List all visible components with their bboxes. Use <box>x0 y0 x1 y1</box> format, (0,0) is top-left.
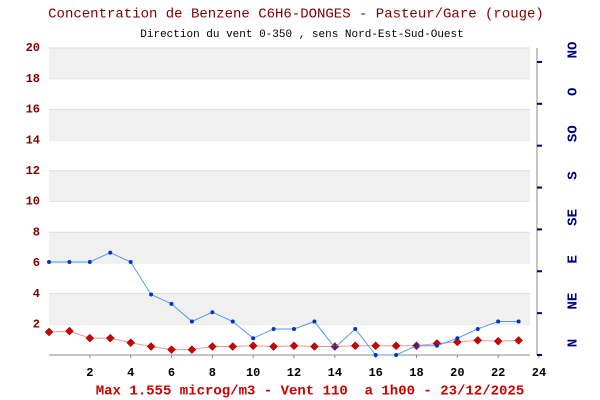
y2-tick-label: E <box>566 255 582 263</box>
x-tick-label: 20 <box>450 366 464 380</box>
y-tick-label: 14 <box>26 133 40 147</box>
y2-tick-label: NE <box>566 293 582 310</box>
point <box>473 336 483 345</box>
x-tick-label: 14 <box>328 366 342 380</box>
x-tick-label: 24 <box>532 366 546 380</box>
point <box>310 342 319 351</box>
x-tick-label: 18 <box>409 366 423 380</box>
point <box>434 343 439 348</box>
grid-band <box>49 293 530 325</box>
y2-tick-label: SO <box>566 125 582 142</box>
y2-tick-label: S <box>566 171 582 179</box>
point <box>289 341 299 351</box>
x-tick-label: 22 <box>491 366 505 380</box>
point <box>169 301 174 306</box>
point <box>149 292 154 297</box>
point <box>350 341 360 351</box>
point <box>230 319 235 324</box>
y-tick-label: 20 <box>26 41 40 55</box>
y-tick-label: 18 <box>26 72 40 86</box>
point <box>207 342 217 351</box>
series-line <box>49 252 519 356</box>
point <box>514 336 523 345</box>
y-tick-label: 6 <box>33 256 40 270</box>
point <box>67 259 72 264</box>
point <box>496 319 501 324</box>
x-tick-label: 16 <box>368 366 382 380</box>
x-tick-label: 6 <box>168 366 175 380</box>
point <box>251 336 256 341</box>
series-line <box>48 330 519 351</box>
point <box>394 353 399 357</box>
point <box>414 343 419 348</box>
chart-title: Concentration de Benzene C6H6-DONGES - P… <box>48 7 544 23</box>
point <box>373 353 378 357</box>
y2-tick-label: O <box>566 88 582 96</box>
point <box>167 345 176 354</box>
point <box>312 319 317 324</box>
point <box>475 326 480 331</box>
point <box>269 342 278 351</box>
point <box>353 326 358 331</box>
point <box>65 326 74 336</box>
point <box>493 336 503 346</box>
point <box>189 319 194 324</box>
point <box>128 259 133 264</box>
point <box>210 310 215 315</box>
y-tick-label: 16 <box>26 103 40 117</box>
point <box>332 345 337 350</box>
x-tick-label: 4 <box>127 366 134 380</box>
point <box>371 341 381 351</box>
y-tick-label: 4 <box>33 287 40 301</box>
y2-tick-label: NO <box>566 42 582 59</box>
point <box>455 336 460 341</box>
point <box>44 327 54 337</box>
point <box>126 338 136 348</box>
grid-band <box>49 109 530 141</box>
point <box>271 326 276 331</box>
grid-band <box>49 170 530 202</box>
point <box>146 342 156 351</box>
grid-band <box>49 232 530 263</box>
chart-subtitle: Direction du vent 0-350 , sens Nord-Est-… <box>140 29 463 41</box>
y-tick-label: 12 <box>26 164 40 178</box>
x-tick-label: 8 <box>209 366 216 380</box>
x-tick-label: 2 <box>86 366 93 380</box>
point <box>248 341 258 351</box>
x-tick-label: 10 <box>246 366 260 380</box>
point <box>108 250 113 255</box>
point <box>85 333 95 343</box>
point <box>47 259 51 264</box>
grid-band <box>49 48 530 79</box>
footer: Max 1.555 microg/m3 - Vent 110 a 1h00 - … <box>96 384 524 400</box>
point <box>292 326 296 331</box>
point <box>516 319 521 324</box>
point <box>105 333 115 343</box>
point <box>391 341 401 351</box>
y-tick-label: 10 <box>26 195 40 209</box>
y-tick-label: 2 <box>33 317 40 331</box>
point <box>187 345 197 354</box>
point <box>452 337 462 347</box>
point <box>228 342 238 351</box>
point <box>87 259 92 264</box>
y2-tick-label: N <box>566 339 582 347</box>
y2-tick-label: SE <box>566 209 582 226</box>
x-tick-label: 12 <box>287 366 301 380</box>
y-tick-label: 8 <box>33 225 40 239</box>
